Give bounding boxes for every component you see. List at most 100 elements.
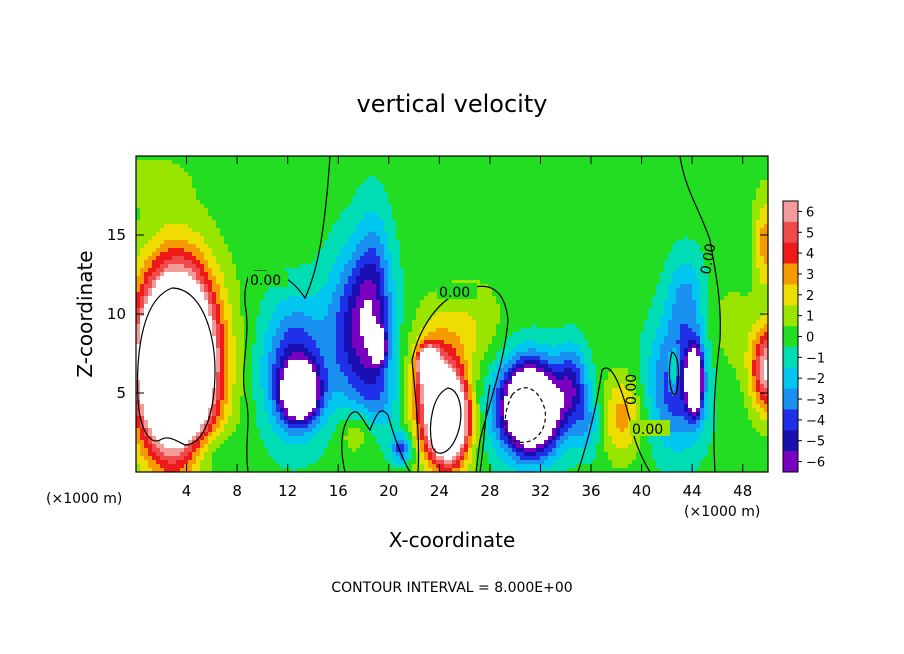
field-cell bbox=[708, 232, 713, 237]
field-cell bbox=[228, 160, 233, 165]
field-cell bbox=[200, 248, 205, 253]
field-cell bbox=[480, 248, 485, 253]
field-cell bbox=[288, 228, 293, 233]
field-cell bbox=[528, 232, 533, 237]
field-cell bbox=[644, 228, 649, 233]
field-cell bbox=[604, 156, 609, 161]
field-cell bbox=[764, 196, 768, 201]
field-cell bbox=[380, 252, 385, 257]
field-cell bbox=[304, 164, 309, 169]
field-cell bbox=[268, 264, 273, 269]
field-cell bbox=[312, 196, 317, 201]
field-cell bbox=[596, 224, 601, 229]
field-cell bbox=[320, 236, 325, 241]
field-cell bbox=[700, 220, 705, 225]
field-cell bbox=[292, 248, 297, 253]
field-cell bbox=[584, 260, 589, 265]
field-cell bbox=[580, 260, 585, 265]
field-cell bbox=[532, 204, 537, 209]
field-cell bbox=[368, 164, 373, 169]
field-cell bbox=[548, 228, 553, 233]
field-cell bbox=[452, 204, 457, 209]
field-cell bbox=[416, 268, 421, 273]
field-cell bbox=[500, 188, 505, 193]
field-cell bbox=[360, 168, 365, 173]
field-cell bbox=[444, 160, 449, 165]
field-cell bbox=[292, 196, 297, 201]
field-cell bbox=[716, 236, 721, 241]
field-cell bbox=[688, 224, 693, 229]
field-cell bbox=[136, 280, 141, 285]
field-cell bbox=[464, 180, 469, 185]
field-cell bbox=[752, 220, 757, 225]
field-cell bbox=[200, 232, 205, 237]
field-cell bbox=[228, 244, 233, 249]
field-cell bbox=[320, 248, 325, 253]
field-cell bbox=[596, 172, 601, 177]
field-cell bbox=[292, 176, 297, 181]
field-cell bbox=[692, 212, 697, 217]
field-cell bbox=[720, 244, 725, 249]
field-cell bbox=[348, 176, 353, 181]
field-cell bbox=[408, 196, 413, 201]
field-cell bbox=[292, 180, 297, 185]
field-cell bbox=[340, 264, 345, 269]
field-cell bbox=[668, 192, 673, 197]
field-cell bbox=[684, 236, 689, 241]
field-cell bbox=[376, 180, 381, 185]
field-cell bbox=[168, 240, 173, 245]
field-cell bbox=[696, 256, 701, 261]
field-cell bbox=[564, 248, 569, 253]
field-cell bbox=[236, 176, 241, 181]
field-cell bbox=[472, 228, 477, 233]
field-cell bbox=[172, 232, 177, 237]
field-cell bbox=[696, 164, 701, 169]
field-cell bbox=[700, 256, 705, 261]
field-cell bbox=[540, 228, 545, 233]
field-cell bbox=[732, 160, 737, 165]
field-cell bbox=[584, 212, 589, 217]
field-cell bbox=[484, 236, 489, 241]
field-cell bbox=[172, 280, 177, 285]
field-cell bbox=[284, 204, 289, 209]
field-cell bbox=[600, 256, 605, 261]
field-cell bbox=[432, 228, 437, 233]
field-cell bbox=[676, 252, 681, 257]
field-cell bbox=[664, 264, 669, 269]
field-cell bbox=[696, 236, 701, 241]
field-cell bbox=[220, 228, 225, 233]
field-cell bbox=[468, 272, 473, 277]
field-cell bbox=[348, 200, 353, 205]
field-cell bbox=[460, 240, 465, 245]
field-cell bbox=[452, 248, 457, 253]
field-cell bbox=[732, 264, 737, 269]
field-cell bbox=[424, 248, 429, 253]
field-cell bbox=[484, 216, 489, 221]
field-cell bbox=[304, 176, 309, 181]
field-cell bbox=[644, 160, 649, 165]
field-cell bbox=[748, 276, 753, 281]
field-cell bbox=[648, 216, 653, 221]
field-cell bbox=[332, 180, 337, 185]
field-cell bbox=[524, 156, 529, 161]
field-cell bbox=[516, 244, 521, 249]
field-cell bbox=[708, 276, 713, 281]
field-cell bbox=[264, 196, 269, 201]
field-cell bbox=[364, 208, 369, 213]
field-cell bbox=[420, 188, 425, 193]
field-cell bbox=[636, 268, 641, 273]
field-cell bbox=[464, 160, 469, 165]
field-cell bbox=[624, 216, 629, 221]
field-cell bbox=[268, 244, 273, 249]
field-cell bbox=[556, 256, 561, 261]
field-cell bbox=[336, 252, 341, 257]
field-cell bbox=[304, 280, 309, 285]
field-cell bbox=[396, 200, 401, 205]
field-cell bbox=[160, 244, 165, 249]
field-cell bbox=[588, 236, 593, 241]
field-cell bbox=[568, 196, 573, 201]
field-cell bbox=[672, 248, 677, 253]
field-cell bbox=[256, 244, 261, 249]
field-cell bbox=[720, 172, 725, 177]
field-cell bbox=[336, 212, 341, 217]
